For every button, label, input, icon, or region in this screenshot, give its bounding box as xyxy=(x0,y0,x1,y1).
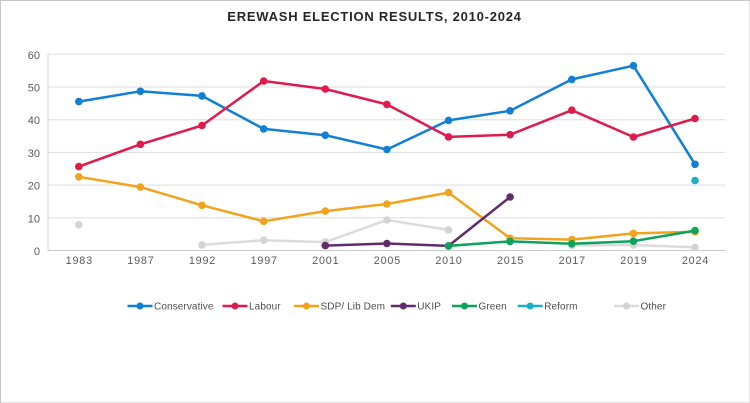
svg-text:2001: 2001 xyxy=(312,255,339,267)
svg-text:SDP/ Lib Dem: SDP/ Lib Dem xyxy=(321,302,386,313)
svg-text:2019: 2019 xyxy=(620,255,647,267)
svg-text:EREWASH ELECTION RESULTS, 2010: EREWASH ELECTION RESULTS, 2010-2024 xyxy=(227,9,521,24)
svg-text:2017: 2017 xyxy=(559,255,586,267)
svg-text:Other: Other xyxy=(641,302,667,313)
svg-text:40: 40 xyxy=(28,115,40,127)
svg-text:Conservative: Conservative xyxy=(154,302,214,313)
svg-text:2024: 2024 xyxy=(682,255,709,267)
svg-text:50: 50 xyxy=(28,83,40,95)
svg-text:2015: 2015 xyxy=(497,255,524,267)
svg-text:Labour: Labour xyxy=(249,302,281,313)
svg-text:2005: 2005 xyxy=(374,255,401,267)
svg-text:10: 10 xyxy=(28,213,40,225)
svg-text:30: 30 xyxy=(28,148,40,160)
svg-text:1987: 1987 xyxy=(127,255,154,267)
svg-text:1983: 1983 xyxy=(66,255,93,267)
svg-text:20: 20 xyxy=(28,181,40,193)
svg-text:1992: 1992 xyxy=(189,255,216,267)
svg-text:60: 60 xyxy=(28,50,40,62)
svg-text:Green: Green xyxy=(479,302,507,313)
svg-text:Reform: Reform xyxy=(544,302,577,313)
svg-text:1997: 1997 xyxy=(251,255,278,267)
svg-text:2010: 2010 xyxy=(435,255,462,267)
svg-text:UKIP: UKIP xyxy=(417,302,441,313)
svg-text:0: 0 xyxy=(34,246,40,258)
